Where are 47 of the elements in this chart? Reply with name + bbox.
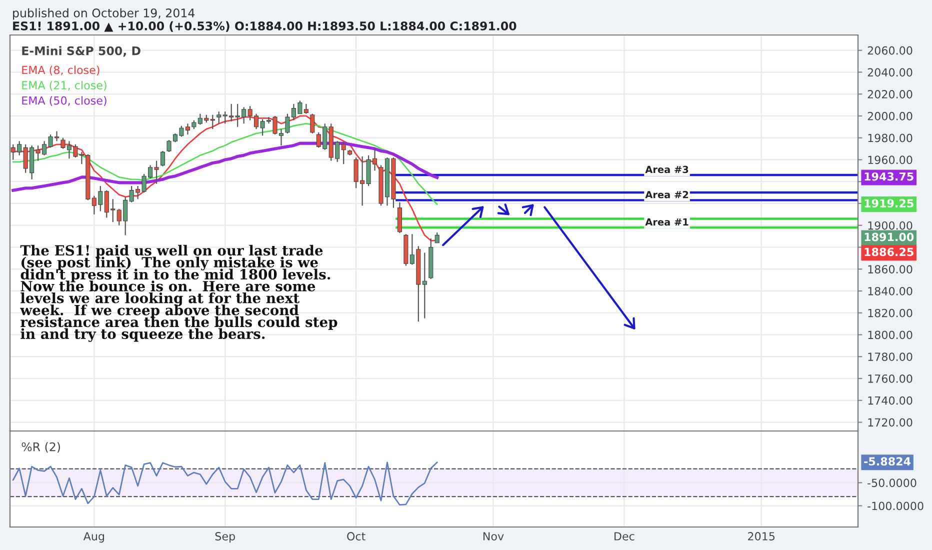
candlestick [210, 114, 215, 130]
ref-line-label: Area #1 [645, 218, 688, 226]
ref-line-label: Area #2 [645, 190, 688, 198]
candlestick [160, 150, 166, 167]
y-tick-label: 1960.00 [868, 156, 912, 164]
candlestick [434, 232, 440, 244]
candlestick [216, 111, 222, 124]
y-tick-label: 1800.00 [868, 330, 912, 340]
candlestick [310, 113, 315, 134]
x-tick-label: Oct [347, 532, 366, 540]
candlestick [341, 142, 346, 165]
y-tick-label: 2020.00 [868, 90, 912, 98]
candlestick [422, 252, 427, 319]
x-tick-label: Nov [483, 532, 504, 540]
y-tick-label: 2060.00 [868, 46, 912, 55]
ref-line-label: Area #3 [645, 166, 688, 174]
text: %R (2) [22, 442, 60, 453]
text: EMA (21, close) [22, 80, 106, 91]
y-tick-label: -100.0000 [868, 502, 924, 510]
text: EMA (8, close) [22, 66, 100, 76]
text: EMA (50, close) [22, 96, 106, 106]
x-tick-label: Dec [614, 532, 634, 540]
annotation: The ES1! paid us well on our last trade (see post link) The only mistake is we didn't press it in to the mid 1800 levels. Now the bounce is on. Here are some levels we are looking at for the next week. If we creep above the second resistance area then the bulls could step in and try to squeeze the bears. [20, 244, 338, 342]
y-tick-label: 1820.00 [868, 308, 912, 318]
text: ES1! 1891.00 ▲ +10.00 (+0.53%) O:1884.00 H:1893.50 L:1884.00 C:1891.00 [13, 21, 516, 32]
x-tick-label: Sep [215, 532, 235, 543]
y-tick-label: 1780.00 [868, 352, 912, 361]
text: 1891.00 [864, 232, 914, 242]
x-tick-label: 2015 [748, 532, 775, 540]
y-tick-label: -50.0000 [868, 478, 916, 488]
text: 1886.25 [864, 248, 914, 256]
y-tick-label: 1720.00 [868, 418, 912, 427]
text: 1919.25 [864, 199, 914, 208]
text: 1943.75 [864, 172, 914, 181]
y-tick-label: 1980.00 [868, 134, 912, 142]
text: -5.8824 [864, 457, 911, 466]
y-tick-label: 1860.00 [868, 265, 912, 274]
y-tick-label: 1740.00 [868, 396, 912, 405]
y-tick-label: 1900.00 [868, 221, 912, 230]
line-series [12, 462, 438, 506]
y-tick-label: 1760.00 [868, 374, 912, 383]
y-tick-label: 2000.00 [868, 112, 912, 120]
x-tick-label: Aug [83, 532, 104, 543]
text: published on October 19, 2014 [13, 8, 195, 20]
y-tick-label: 1840.00 [868, 286, 912, 296]
text: E-Mini S&P 500, D [22, 46, 140, 57]
y-tick-label: 2040.00 [868, 68, 912, 77]
